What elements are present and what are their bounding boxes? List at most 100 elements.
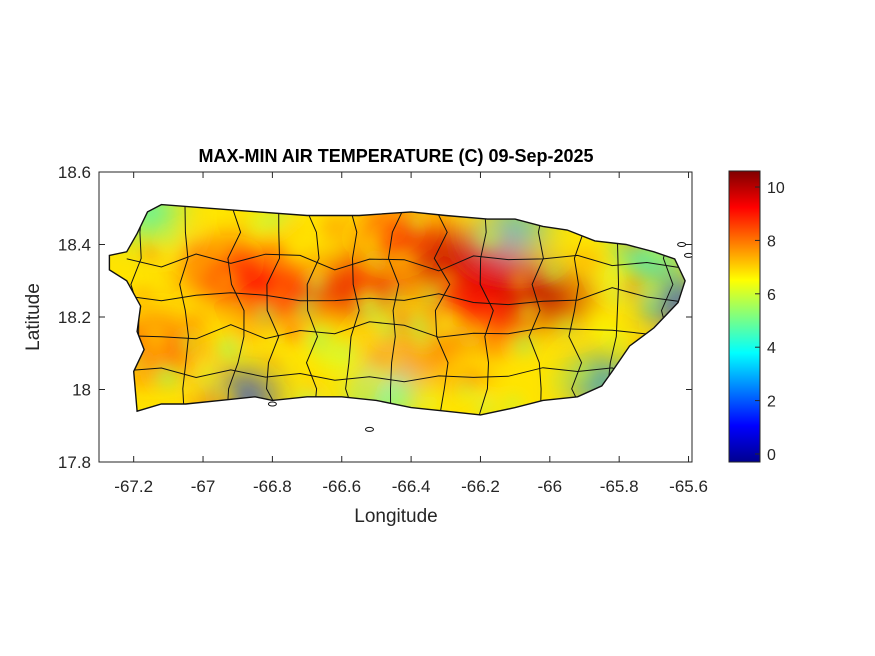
field-cell [357,287,382,313]
x-tick-label: -67.2 [114,477,153,496]
field-cell [463,368,484,390]
islet [364,426,374,432]
field-cell [303,257,329,283]
field-cell [517,300,540,323]
y-tick-label: 18 [72,381,91,400]
field-cell [566,280,580,294]
x-axis-label: Longitude [354,506,437,527]
field-cell [573,250,596,273]
field-cell [477,398,493,414]
y-tick-label: 18.6 [58,163,91,182]
field-cell [295,296,318,319]
field-cell [376,314,392,329]
field-cell [422,337,447,362]
islet [267,401,277,407]
colorbar-tick-label: 2 [767,394,776,411]
field-cell [643,297,662,317]
colorbar-tick-label: 10 [767,180,785,197]
field-cell [143,246,158,261]
x-tick-label: -66.8 [253,477,292,496]
field-cell [246,210,271,234]
municipality-line [528,205,545,415]
municipality-line [478,206,494,415]
field-cell [354,320,381,348]
field-cell [609,289,624,304]
municipality-line [433,205,451,415]
field-cell [261,243,289,272]
field-cell [572,363,591,383]
field-cell [355,263,369,278]
field-cell [327,382,343,398]
field-cell [644,279,663,298]
municipality-line [568,206,586,415]
field-cell [357,382,379,404]
field-cell [366,231,380,246]
municipality-line [304,205,320,415]
field-cell [306,325,333,353]
colorbar-tick-label: 4 [767,340,776,357]
field-cell [602,264,627,289]
field-cell [287,237,309,258]
field-cell [373,350,390,367]
chart-title: MAX-MIN AIR TEMPERATURE (C) 09-Sep-2025 [198,146,593,166]
x-tick-label: -65.8 [600,477,639,496]
offshore-islands [267,242,692,432]
colorbar-tick-label: 0 [767,447,776,464]
field-cell [467,323,481,337]
colorbar-tick-label: 8 [767,233,776,250]
colorbar-tick-label: 6 [767,287,776,304]
municipality-line [265,206,282,415]
municipality-line [126,253,682,272]
field-cell [186,252,214,280]
colorbar-ticks: 0 2 4 6 8 10 [755,180,785,464]
municipality-line [126,287,682,306]
field-cell [441,367,465,392]
field-cell [421,394,440,412]
field-cell [215,266,240,291]
field-cell [371,368,389,386]
municipality-line [226,205,245,415]
municipality-line [126,367,682,385]
x-tick-label: -66.4 [392,477,431,496]
field-cell [284,220,304,240]
field-cell [320,213,348,241]
y-axis-label: Latitude [23,283,44,351]
field-cell [218,337,240,359]
field-cell [553,374,566,387]
x-tick-label: -66.2 [461,477,500,496]
x-tick-label: -66.6 [322,477,361,496]
municipality-line [345,205,360,415]
field-cell [212,206,228,223]
field-cell [391,246,416,272]
field-cell [176,312,190,326]
field-cell [140,324,169,353]
island-coastline [108,203,686,416]
field-cell [305,379,321,395]
field-cell [510,273,529,292]
field-cell [407,214,425,232]
field-cell [513,335,534,355]
x-tick-label: -66 [538,477,563,496]
field-cell [422,287,441,306]
islet [677,242,687,247]
field-cell [209,241,231,263]
x-tick-label: -67 [191,477,216,496]
municipality-line [179,206,190,415]
field-cell [413,237,429,253]
y-tick-label: 18.2 [58,308,91,327]
field-cell [255,304,276,325]
field-cell [475,224,502,251]
field-cell [479,384,495,401]
field-cell [387,387,408,408]
field-cell [266,281,290,305]
field-cell [162,228,176,242]
field-cell [326,345,353,373]
islet [684,252,692,258]
colorbar [728,170,761,463]
field-cell [316,351,332,366]
field-cell [542,260,566,284]
field-cell [589,314,615,339]
y-axis-ticks: 17.8 18 18.2 18.4 18.6 [58,163,692,472]
y-tick-label: 17.8 [58,453,91,472]
